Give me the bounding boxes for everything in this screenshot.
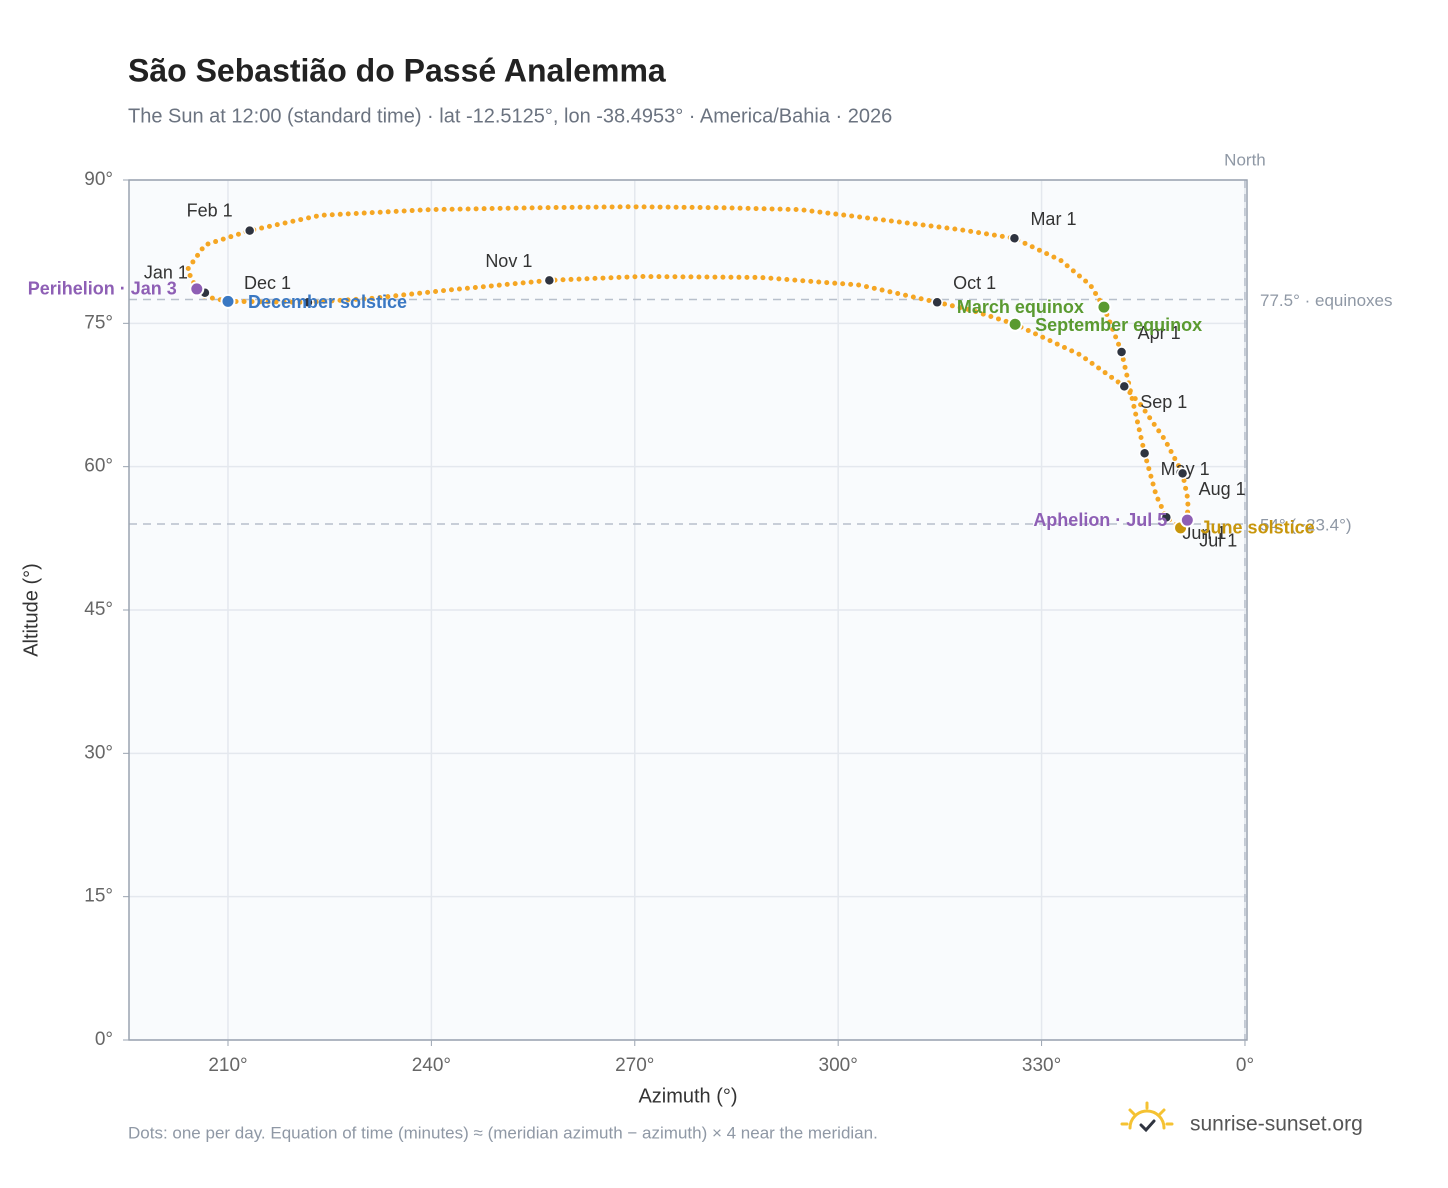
month-dot	[302, 296, 314, 309]
y-tick-label: 60°	[84, 456, 113, 477]
month-label: Jun 1	[1182, 523, 1226, 543]
plot-frame	[128, 179, 1248, 1041]
x-tick-label: 270°	[615, 1055, 654, 1076]
month-label: Dec 1	[244, 273, 291, 293]
y-tick-label: 30°	[84, 742, 113, 763]
month-label: Apr 1	[1138, 323, 1181, 343]
event-label: Aphelion · Jul 5	[1033, 510, 1167, 530]
month-dot	[1176, 467, 1189, 480]
month-label: Feb 1	[187, 200, 233, 220]
chart-subtitle: The Sun at 12:00 (standard time) · lat -…	[128, 105, 892, 127]
y-tick-label: 0°	[95, 1029, 113, 1050]
y-tick-label: 90°	[84, 169, 113, 190]
y-tick-label: 75°	[84, 312, 113, 333]
x-tick-label: 210°	[208, 1055, 247, 1076]
event-dot	[1179, 512, 1195, 528]
month-dot	[543, 274, 556, 287]
y-tick-label: 15°	[84, 886, 113, 907]
x-tick-label: 300°	[819, 1055, 858, 1076]
event-dot	[1096, 299, 1112, 315]
x-axis-label: Azimuth (°)	[638, 1085, 737, 1107]
month-dot	[931, 296, 943, 309]
month-label: Sep 1	[1140, 392, 1187, 412]
month-label: Jul 1	[1199, 531, 1237, 551]
y-axis-label: Altitude (°)	[20, 563, 42, 657]
y-tick-label: 45°	[84, 599, 113, 620]
event-dot	[189, 281, 205, 297]
month-label: Aug 1	[1199, 479, 1246, 499]
x-tick-label: 240°	[412, 1055, 451, 1076]
month-dot	[1160, 511, 1173, 524]
chart-title: São Sebastião do Passé Analemma	[128, 52, 666, 88]
x-tick-label: 0°	[1236, 1055, 1254, 1076]
event-label: Perihelion · Jan 3	[28, 279, 177, 299]
event-dot	[220, 293, 236, 309]
footnote: Dots: one per day. Equation of time (min…	[128, 1123, 878, 1142]
event-label: December solstice	[248, 292, 407, 312]
month-label: Oct 1	[953, 273, 996, 293]
month-dot	[1008, 232, 1021, 245]
event-dot	[1007, 316, 1023, 332]
month-label: Mar 1	[1030, 209, 1076, 229]
reference-label: 54° (−23.4°)	[1260, 515, 1352, 534]
x-tick-label: 330°	[1022, 1055, 1061, 1076]
month-dot	[243, 224, 256, 237]
month-label: Jan 1	[144, 263, 188, 283]
month-dot	[1118, 380, 1131, 393]
month-label: Nov 1	[485, 251, 532, 271]
event-label: June solstice	[1201, 518, 1315, 538]
month-dot	[1138, 447, 1151, 460]
reference-label: 77.5° · equinoxes	[1260, 291, 1393, 310]
event-label: March equinox	[957, 297, 1084, 317]
event-label: September equinox	[1035, 315, 1202, 335]
analemma-dots	[184, 204, 1191, 532]
reference-label: North	[1224, 150, 1266, 169]
brand-name: sunrise-sunset.org	[1190, 1113, 1363, 1136]
brand-logo	[1120, 1101, 1174, 1133]
month-dot	[1115, 346, 1128, 358]
